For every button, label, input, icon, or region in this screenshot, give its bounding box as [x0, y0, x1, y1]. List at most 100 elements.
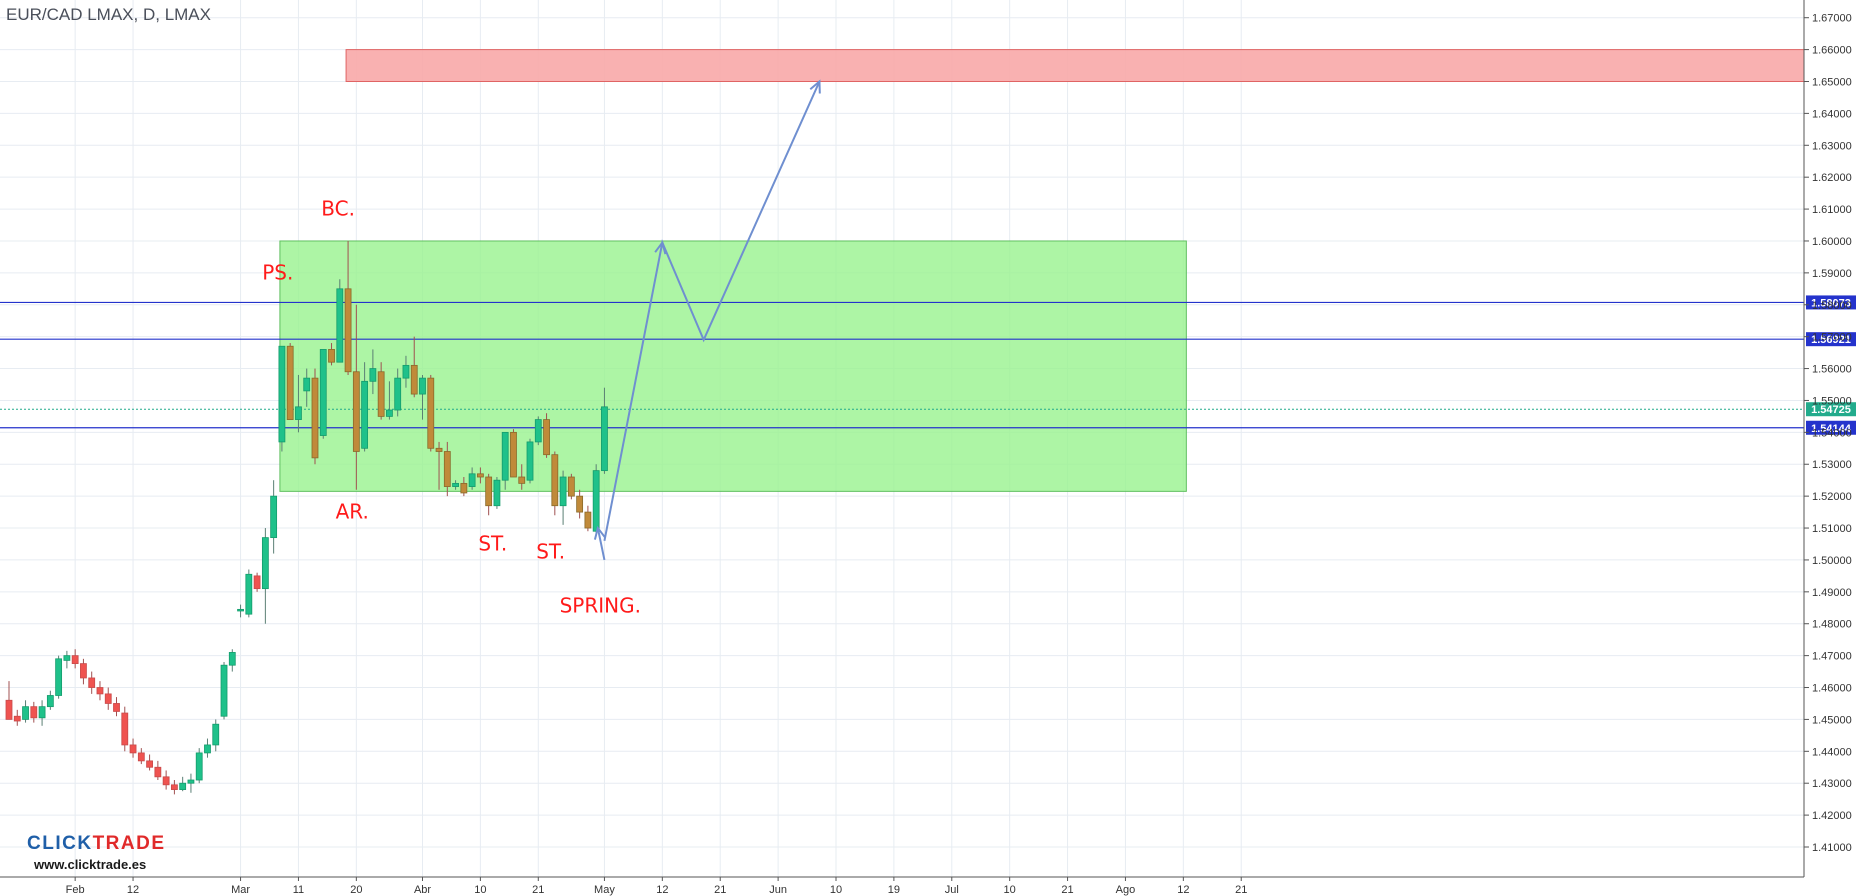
candle-up — [394, 377, 402, 411]
price-tick-label: 1.42000 — [1812, 810, 1852, 822]
candle-down — [162, 776, 170, 786]
candle-up — [493, 479, 501, 507]
candle-up — [468, 473, 476, 487]
time-tick-label: Abr — [414, 884, 431, 896]
price-tick-label: 1.58000 — [1812, 300, 1852, 312]
candle-up — [526, 441, 534, 481]
candle-down — [30, 706, 38, 719]
time-tick-label: 21 — [714, 884, 726, 896]
annotation-label: ST. — [478, 531, 507, 555]
candle-up — [386, 409, 393, 417]
candle-down — [113, 703, 120, 712]
price-tick-label: 1.44000 — [1812, 746, 1852, 758]
time-tick-label: 12 — [656, 884, 668, 896]
time-tick-label: 21 — [1235, 884, 1247, 896]
candle-down — [543, 419, 550, 456]
candle-up — [204, 744, 211, 754]
candle-up — [228, 652, 236, 666]
candle-down — [13, 715, 21, 722]
time-tick-label: 10 — [830, 884, 842, 896]
candle-down — [518, 476, 526, 484]
time-axis: Feb 12 Mar 11 20 Abr 10 21 May 12 21 Jun 10 19 Jul 10 21… — [0, 876, 1804, 896]
projection-path — [603, 81, 821, 541]
candle-up — [278, 345, 286, 443]
time-tick-label: 21 — [1061, 884, 1073, 896]
candle-up — [419, 377, 426, 395]
level-badge-label: 1.54144 — [1811, 423, 1852, 435]
brand-name: CLICKTRADE — [27, 833, 166, 855]
price-tick-label: 1.66000 — [1812, 45, 1852, 57]
level-badge-label: 1.58073 — [1811, 297, 1851, 309]
candle-down — [328, 349, 335, 363]
candle-down — [170, 784, 178, 790]
candle-up — [179, 782, 187, 790]
wyckoff-annotations: PS. BC. AR. ST. ST. SPRING. — [262, 196, 641, 617]
candle-down — [146, 760, 153, 768]
candle-up — [237, 608, 244, 612]
time-tick-label: 11 — [293, 884, 304, 896]
candle-down — [567, 476, 575, 497]
time-tick-label: May — [594, 884, 615, 896]
candle-up — [369, 368, 377, 382]
price-tick-label: 1.61000 — [1812, 204, 1852, 216]
candlestick-series — [5, 240, 608, 795]
candle-down — [104, 693, 112, 704]
level-badge — [1806, 332, 1856, 347]
price-tick-label: 1.47000 — [1812, 651, 1852, 663]
candle-down — [311, 377, 319, 459]
candle-down — [485, 476, 493, 507]
candle-up — [295, 406, 302, 420]
candle-up — [361, 380, 369, 449]
price-tick-label: 1.48000 — [1812, 619, 1852, 631]
time-tick-label: 10 — [1004, 884, 1016, 896]
candle-up — [601, 406, 608, 472]
candle-down — [460, 482, 468, 494]
candle-down — [129, 744, 137, 754]
candle-down — [427, 377, 435, 449]
candle-down — [80, 663, 87, 679]
price-tick-label: 1.46000 — [1812, 683, 1852, 695]
price-tick-label: 1.52000 — [1812, 491, 1852, 503]
spring-pointer — [596, 527, 606, 561]
candle-down — [344, 288, 352, 373]
candle-down — [253, 575, 261, 590]
candle-up — [245, 573, 253, 615]
candle-down — [551, 454, 559, 507]
price-tick-label: 1.50000 — [1812, 555, 1852, 567]
candle-up — [63, 655, 71, 661]
candle-up — [501, 431, 509, 481]
candle-down — [377, 371, 385, 417]
price-tick-label: 1.59000 — [1812, 268, 1852, 280]
candle-up — [319, 349, 327, 436]
price-tick-label: 1.43000 — [1812, 778, 1852, 790]
projection-arrowhead — [809, 79, 821, 94]
price-tick-label: 1.64000 — [1812, 108, 1852, 120]
time-tick-label: 21 — [532, 884, 544, 896]
price-tick-label: 1.55000 — [1812, 395, 1852, 407]
price-tick-label: 1.41000 — [1812, 842, 1852, 854]
candle-up — [534, 419, 542, 443]
price-tick-label: 1.62000 — [1812, 172, 1852, 184]
candle-down — [584, 511, 592, 529]
price-tick-label: 1.67000 — [1812, 13, 1852, 25]
price-tick-label: 1.63000 — [1812, 140, 1852, 152]
annotation-label: PS. — [262, 260, 293, 284]
candle-up — [187, 779, 195, 784]
candle-up — [402, 364, 410, 379]
candle-up — [452, 482, 459, 487]
price-axis: 1.41000 1.42000 1.43000 1.44000 1.45000 1.460… — [1803, 0, 1852, 877]
time-tick-label: 19 — [888, 884, 900, 896]
spring-pointer-head — [593, 525, 606, 540]
candle-down — [510, 431, 517, 478]
candle-up — [220, 664, 228, 717]
candle-up — [559, 476, 567, 507]
candle-down — [88, 677, 96, 688]
candle-up — [303, 377, 311, 392]
brand-url: www.clicktrade.es — [34, 857, 147, 872]
candle-up — [212, 723, 220, 746]
candle-down — [137, 752, 145, 762]
brand-name-part1: CLICK — [27, 833, 93, 854]
price-tick-label: 1.56000 — [1812, 364, 1852, 376]
time-tick-label: 10 — [474, 884, 486, 896]
